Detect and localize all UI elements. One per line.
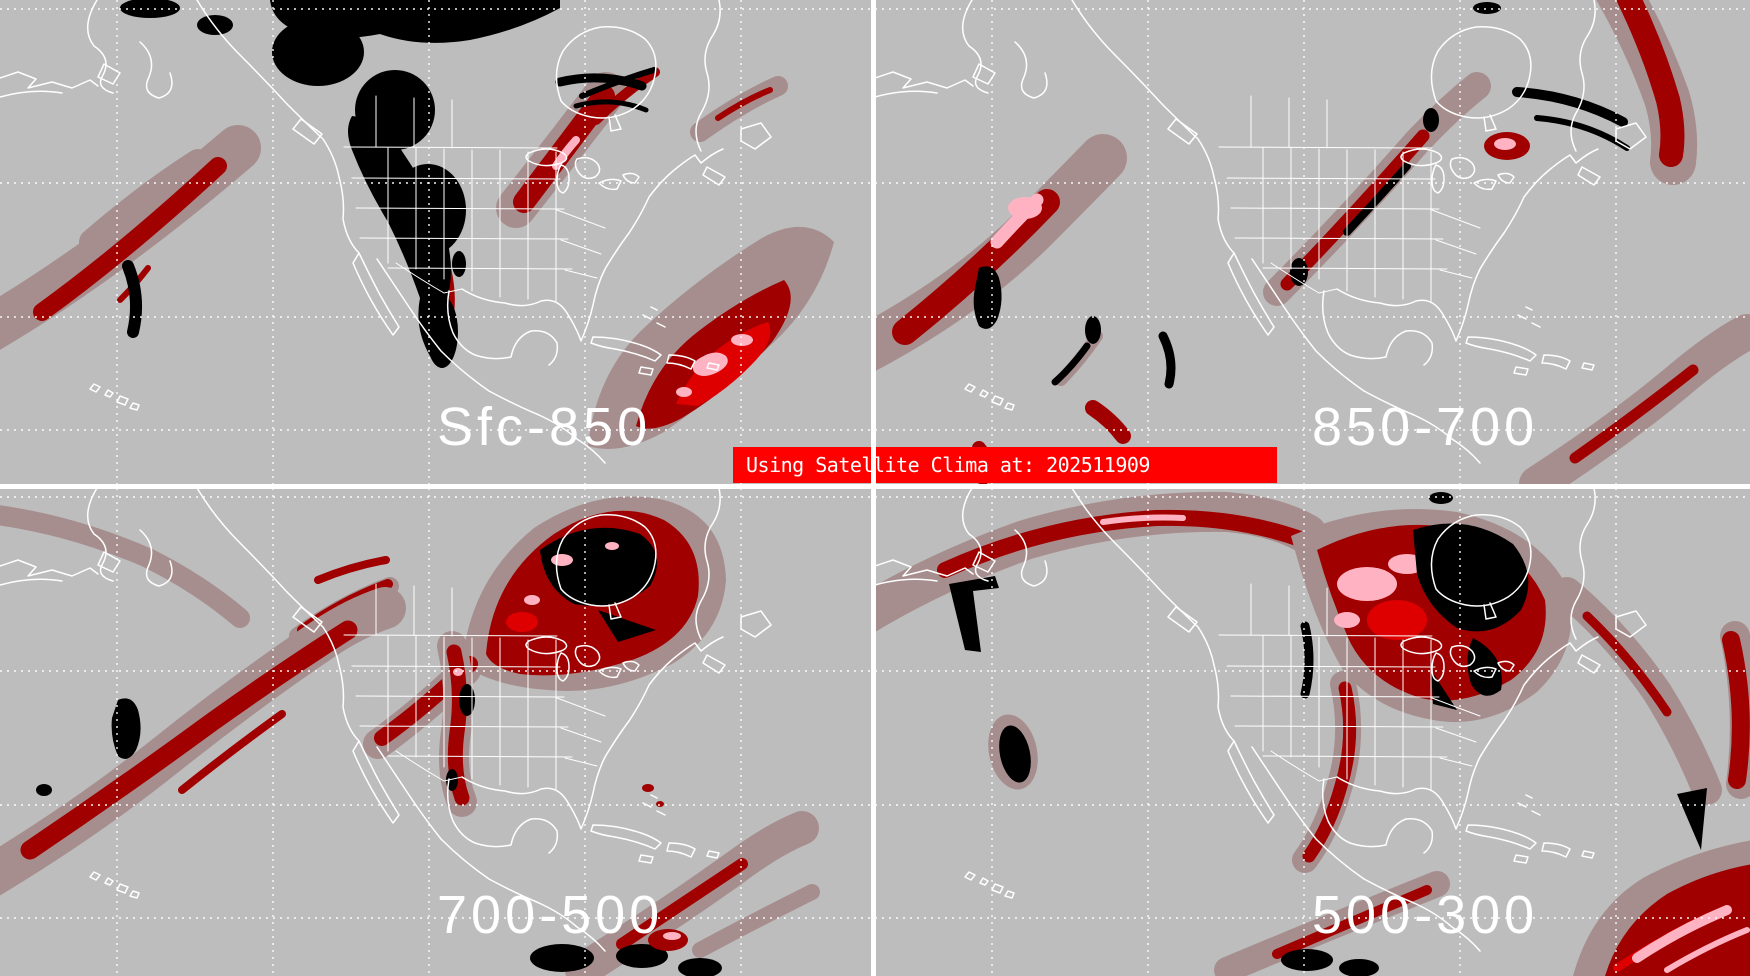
satellite-map-700-500 [0,488,875,976]
satellite-map-500-300 [875,488,1750,976]
panel-sfc-850: Sfc-850 [0,0,875,488]
layer-label-500-300: 500-300 [1312,885,1539,945]
layer-label-sfc-850: Sfc-850 [437,397,652,457]
status-banner: Using Satellite Clima at: 202511909 [733,447,1277,483]
moisture-field [875,491,1750,976]
layer-label-700-500: 700-500 [437,885,664,945]
satellite-map-sfc-850 [0,0,875,488]
moisture-field [0,0,834,449]
panel-700-500: 700-500 [0,488,875,976]
moisture-field [0,496,820,976]
panel-850-700: 850-700 [875,0,1750,488]
moisture-field [875,0,1750,488]
panel-500-300: 500-300 [875,488,1750,976]
panel-divider-horizontal [0,484,1750,489]
satellite-map-850-700 [875,0,1750,488]
layer-label-850-700: 850-700 [1312,397,1539,457]
